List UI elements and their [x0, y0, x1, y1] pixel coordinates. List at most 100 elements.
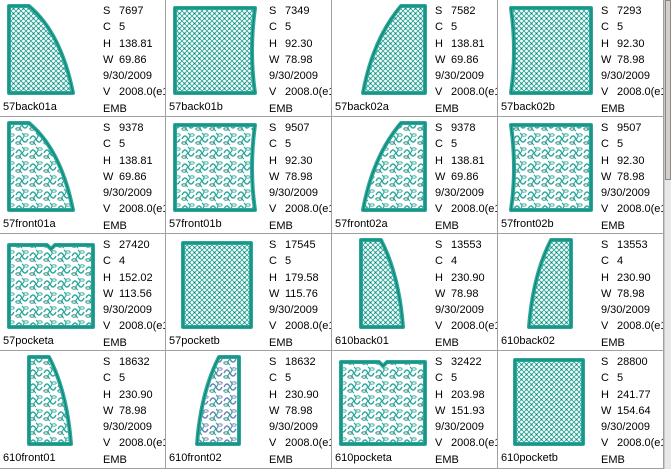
- field-value: 2008.0(e1: [451, 437, 497, 450]
- format-value: EMB: [269, 101, 331, 117]
- field-value: 5: [285, 372, 292, 385]
- date-value: 9/30/2009: [103, 302, 165, 318]
- design-filename: 57back02a: [335, 101, 389, 113]
- field-key: V: [103, 320, 111, 333]
- design-thumbnail[interactable]: [333, 235, 433, 333]
- design-thumbnail[interactable]: [167, 1, 267, 99]
- version-value: V 2008.0(e1: [435, 201, 497, 217]
- design-tile[interactable]: S 27420 C 4 H 152.02 W 113.56 9/30/2009 V 2008.0(e…: [0, 234, 166, 351]
- stitch-preview-image: [27, 355, 73, 446]
- design-tile[interactable]: S 13553 C 4 H 230.90 W 78.98 9/30/2009 V 2008.0(e1…: [498, 234, 664, 351]
- field-value: 154.64: [617, 404, 651, 417]
- field-key: V: [269, 86, 277, 99]
- field-value: 7697: [119, 5, 144, 17]
- design-thumbnail[interactable]: [333, 352, 433, 450]
- design-tile[interactable]: S 9378 C 5 H 138.81 W 69.86 9/30/2009 V 2008.0(e1 E…: [332, 117, 498, 234]
- field-key: V: [269, 203, 277, 216]
- field-value: 9/30/2009: [103, 421, 152, 434]
- field-key: S: [435, 356, 443, 368]
- field-value: 28800: [617, 356, 648, 368]
- design-thumbnail[interactable]: [333, 1, 433, 99]
- field-key: S: [601, 5, 609, 17]
- design-tile[interactable]: S 18632 C 5 H 230.90 W 78.98 9/30/2009 V 2008.0(e1…: [166, 351, 332, 469]
- design-thumbnail[interactable]: [499, 1, 599, 99]
- field-value: 9378: [119, 122, 144, 134]
- field-key: S: [435, 5, 443, 17]
- design-thumbnail[interactable]: [499, 235, 599, 333]
- design-info: S 18632 C 5 H 230.90 W 78.98 9/30/2009 V 2008.0(e1…: [269, 354, 331, 468]
- design-thumbnail[interactable]: [167, 118, 267, 216]
- field-value: 13553: [617, 239, 648, 251]
- stitch-preview-image: [509, 123, 593, 212]
- design-thumbnail[interactable]: [1, 1, 101, 99]
- width-value: W 78.98: [269, 169, 331, 185]
- field-key: S: [269, 239, 277, 251]
- scrollbar-thumb[interactable]: [665, 0, 671, 180]
- field-value: 9/30/2009: [269, 70, 318, 83]
- version-value: V 2008.0(e1: [103, 84, 165, 100]
- field-value: 138.81: [119, 37, 153, 50]
- height-value: H 179.58: [269, 270, 331, 286]
- design-thumbnail[interactable]: [167, 352, 267, 450]
- date-value: 9/30/2009: [269, 68, 331, 84]
- field-value: 78.98: [451, 287, 479, 300]
- field-key: C: [269, 255, 277, 268]
- field-key: H: [269, 37, 277, 50]
- field-value: 2008.0(e1: [119, 320, 165, 333]
- design-tile[interactable]: S 28800 C 5 H 241.77 W 154.64 9/30/2009 V 2008.0(e…: [498, 351, 664, 469]
- design-tile[interactable]: S 9378 C 5 H 138.81 W 69.86 9/30/2009 V 2008.0(e1 E…: [0, 117, 166, 234]
- design-thumbnail[interactable]: [167, 235, 267, 333]
- vertical-scrollbar[interactable]: [664, 0, 671, 469]
- field-key: H: [103, 271, 111, 284]
- design-tile[interactable]: S 13553 C 4 H 230.90 W 78.98 9/30/2009 V 2008.0(e1…: [332, 234, 498, 351]
- design-tile[interactable]: S 17545 C 5 H 179.58 W 115.76 9/30/2009 V 2008.0(e…: [166, 234, 332, 351]
- stitch-count: S 18632: [269, 354, 331, 370]
- design-thumbnail[interactable]: [1, 118, 101, 216]
- field-key: H: [601, 271, 609, 284]
- field-value: EMB: [103, 336, 127, 349]
- design-tile[interactable]: S 7697 C 5 H 138.81 W 69.86 9/30/2009 V 2008.0(e1 E…: [0, 0, 166, 117]
- field-key: C: [269, 21, 277, 34]
- field-value: 138.81: [451, 154, 485, 167]
- field-key: H: [435, 271, 443, 284]
- field-key: H: [601, 388, 609, 401]
- field-key: C: [103, 138, 111, 151]
- design-thumbnail[interactable]: [1, 352, 101, 450]
- field-value: 230.90: [617, 271, 651, 284]
- design-tile[interactable]: S 7293 C 5 H 92.30 W 78.98 9/30/2009 V 2008.0(e1 EM…: [498, 0, 664, 117]
- field-key: H: [103, 388, 111, 401]
- field-key: S: [269, 5, 277, 17]
- field-value: EMB: [601, 336, 625, 349]
- design-thumbnail[interactable]: [499, 118, 599, 216]
- date-value: 9/30/2009: [601, 185, 663, 201]
- design-filename: 610front01: [3, 452, 56, 464]
- design-tile[interactable]: S 18632 C 5 H 230.90 W 78.98 9/30/2009 V 2008.0(e1…: [0, 351, 166, 469]
- design-thumbnail[interactable]: [499, 352, 599, 450]
- field-value: 2008.0(e1: [285, 203, 331, 216]
- field-value: 2008.0(e1: [285, 320, 331, 333]
- field-key: V: [103, 86, 111, 99]
- stitch-preview-image: [359, 238, 405, 329]
- design-tile[interactable]: S 7349 C 5 H 92.30 W 78.98 9/30/2009 V 2008.0(e1 EM…: [166, 0, 332, 117]
- field-value: 5: [285, 138, 292, 151]
- field-value: 9/30/2009: [435, 187, 484, 200]
- design-info: S 7697 C 5 H 138.81 W 69.86 9/30/2009 V 2008.0(e1 E…: [103, 3, 165, 117]
- width-value: W 78.98: [269, 403, 331, 419]
- date-value: 9/30/2009: [435, 419, 497, 435]
- field-value: 69.86: [451, 170, 479, 183]
- field-key: H: [435, 154, 443, 167]
- design-thumbnail[interactable]: [333, 118, 433, 216]
- field-value: EMB: [269, 219, 293, 232]
- design-tile[interactable]: S 32422 C 5 H 203.98 W 151.93 9/30/2009 V 2008.0(e…: [332, 351, 498, 469]
- design-tile[interactable]: S 9507 C 5 H 92.30 W 78.98 9/30/2009 V 2008.0(e1 EM…: [498, 117, 664, 234]
- design-filename: 57pocketb: [169, 335, 220, 347]
- field-key: S: [269, 122, 277, 134]
- design-tile[interactable]: S 9507 C 5 H 92.30 W 78.98 9/30/2009 V 2008.0(e1 EM…: [166, 117, 332, 234]
- format-value: EMB: [103, 101, 165, 117]
- design-tile[interactable]: S 7582 C 5 H 138.81 W 69.86 9/30/2009 V 2008.0(e1 E…: [332, 0, 498, 117]
- field-key: C: [435, 21, 443, 34]
- field-key: H: [601, 37, 609, 50]
- field-value: 92.30: [617, 154, 645, 167]
- design-thumbnail[interactable]: [1, 235, 101, 333]
